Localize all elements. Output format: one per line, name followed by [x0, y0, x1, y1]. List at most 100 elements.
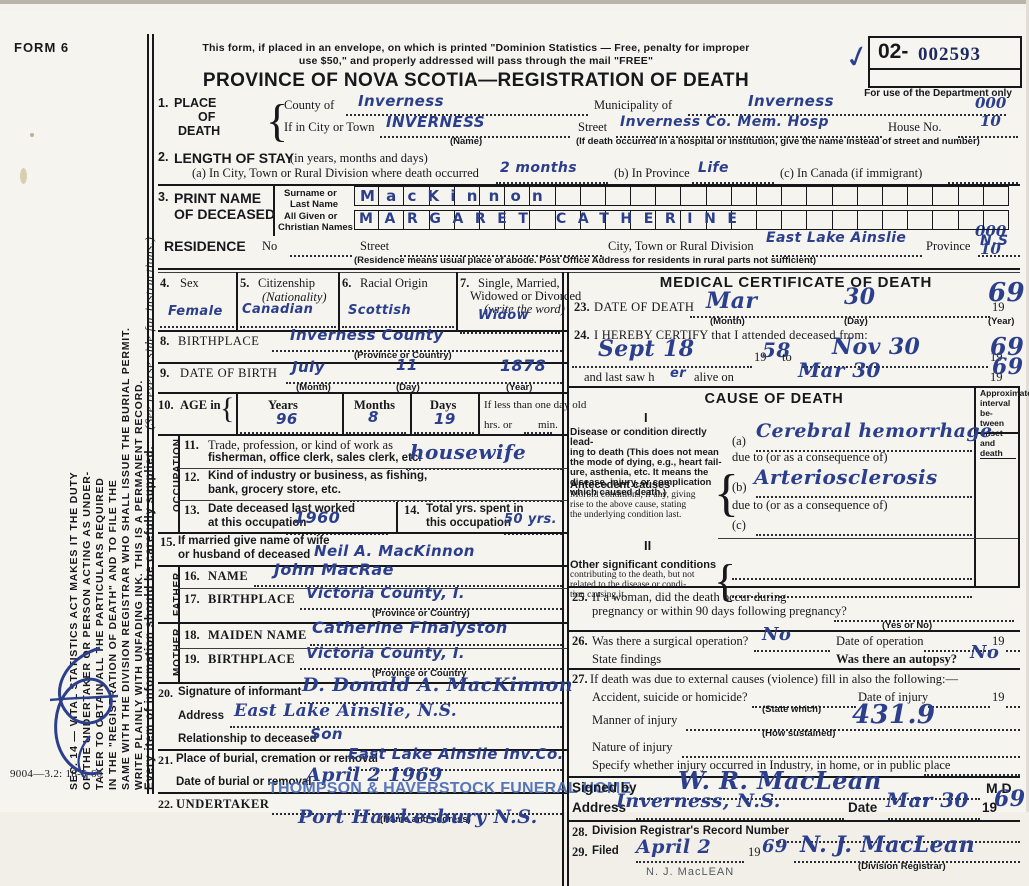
grid-cell	[479, 210, 506, 230]
item2-c-label: (c) In Canada (if immigrant)	[780, 166, 923, 180]
item2-a-label: (a) In City, Town or Rural Division wher…	[192, 166, 479, 180]
direct-cause-line-6: which caused death.)	[570, 487, 667, 498]
rule-item20-top	[158, 682, 567, 684]
item9-year-value: 1878	[500, 356, 547, 375]
item5-line	[240, 312, 336, 328]
item10-number: 10.	[158, 398, 174, 412]
item2-c-line	[948, 166, 1018, 184]
item24-to-value: Nov 30	[832, 334, 921, 360]
item14-value: 50 yrs.	[504, 512, 557, 527]
item27-manner-caption: (How sustained)	[762, 728, 836, 739]
header-notice-line-2: use $50," and properly addressed will pa…	[298, 55, 654, 67]
item4-value: Female	[168, 304, 223, 319]
rule-mother-top	[158, 622, 567, 624]
cause-a-marker: (a)	[732, 434, 746, 448]
item27-injury-date-label: Date of injury	[858, 690, 929, 704]
direct-cause-line-1: Disease or condition directly lead-	[570, 427, 707, 448]
item9-month-caption: (Month)	[296, 382, 331, 393]
item23-number: 23.	[574, 300, 590, 314]
item26-value-line	[754, 634, 830, 652]
item23-month-value: Mar	[706, 288, 758, 314]
item4-label: Sex	[180, 276, 199, 290]
item24-lastsaw-year-prefix: 19	[990, 370, 1003, 384]
part-I-marker: I	[644, 410, 648, 425]
item1-municipality-line	[688, 98, 1006, 116]
sidebar-rule-right	[152, 34, 154, 794]
item29-value: April 2	[636, 836, 712, 858]
item23-year-caption: (Year)	[988, 316, 1015, 327]
item16-value: John MacRae	[274, 560, 394, 579]
grid-cell	[580, 210, 606, 230]
grid-cell	[631, 210, 657, 230]
item14-line	[504, 519, 562, 535]
item9-month-value: July	[292, 358, 325, 376]
rule-item15-top	[158, 532, 567, 534]
item24-lastsaw-her: er	[670, 366, 687, 381]
item3-divider	[273, 186, 275, 236]
item26-findings-label: State findings	[592, 652, 662, 666]
item1-house-line	[958, 120, 1018, 138]
residence-city-line	[772, 239, 922, 257]
item1-street-label: Street	[578, 120, 608, 134]
grid-cell	[933, 186, 959, 206]
item27-nature-line	[682, 740, 1020, 758]
item11-line	[406, 454, 562, 470]
item27-nature-label: Nature of injury	[592, 740, 673, 754]
grid-cell	[832, 186, 858, 206]
grid-cell	[404, 210, 430, 230]
rule-item12-top	[178, 468, 567, 469]
item23-label: DATE OF DEATH	[594, 300, 695, 314]
grid-cell	[681, 210, 707, 230]
item27-injury-date-prefix: 19	[992, 690, 1005, 704]
certificate-number: 002593	[918, 44, 981, 65]
antecedent-line-1: Morbid conditions, if any, giving	[570, 490, 696, 500]
item1-city-label: If in City or Town	[284, 120, 375, 134]
item3-surname-grid	[354, 186, 1009, 206]
item6-value: Scottish	[348, 303, 412, 318]
item10-col-1	[236, 394, 238, 434]
item1-county-value: Inverness	[358, 92, 444, 110]
interval-line-2: interval be-	[980, 398, 1011, 418]
item23-line	[690, 300, 990, 318]
sidebar-footer-note: Every item of information should be care…	[142, 236, 157, 790]
item17-line	[300, 592, 562, 610]
item10-months-line	[346, 418, 406, 434]
antecedent-line-2: rise to the above cause, stating	[570, 500, 687, 510]
item14-label-line2: this occupation	[426, 517, 511, 529]
item1-label-line2: OF	[198, 110, 216, 124]
item26-value: No	[762, 624, 792, 645]
item26-autopsy-label: Was there an autopsy?	[836, 652, 957, 666]
item10-hrs-label: hrs. or	[484, 419, 513, 431]
other-conditions-line-a	[732, 564, 972, 580]
cause-b-dueto-label: due to (or as a consequence of)	[732, 498, 888, 512]
item18-value: Catherine Finalyston	[312, 618, 508, 637]
item24-to-label: to	[782, 350, 792, 364]
item24-lastsaw-label: and last saw h	[584, 370, 655, 384]
grid-cell	[857, 186, 883, 206]
residence-no-label: No	[262, 239, 278, 253]
grid-cell	[404, 186, 430, 206]
col-divider-7-medical	[562, 272, 564, 886]
item10-years-label: Years	[268, 398, 298, 412]
item7-line	[460, 318, 560, 334]
direct-cause-line-3: the mode of dying, e.g., heart fail-	[570, 457, 722, 468]
item23-year-value: 69	[988, 278, 1025, 308]
item17-value: Victoria County, I.	[306, 584, 465, 602]
grid-cell	[656, 186, 682, 206]
item16-label: NAME	[208, 569, 249, 583]
item2-label-suffix: (in years, months and days)	[290, 151, 428, 165]
rule-item3-top	[158, 184, 1020, 186]
residence-caption: (Residence means usual place of abode. P…	[354, 255, 817, 266]
grid-cell	[882, 210, 909, 230]
item6-label: Racial Origin	[360, 276, 428, 290]
item22-stamp: THOMPSON & HAVERSTOCK FUNERAL HOME	[268, 780, 632, 797]
item8-number: 8.	[160, 334, 170, 348]
item16-number: 16.	[184, 569, 200, 583]
md-label: M.D.	[986, 780, 1016, 796]
item20-label: Signature of informant	[178, 686, 302, 698]
other-conditions-title: Other significant conditions	[570, 559, 717, 571]
rule-item19-top	[178, 648, 567, 649]
rule-item9-top	[158, 362, 567, 364]
item14-number: 14.	[404, 503, 420, 517]
grid-cell	[354, 210, 380, 230]
